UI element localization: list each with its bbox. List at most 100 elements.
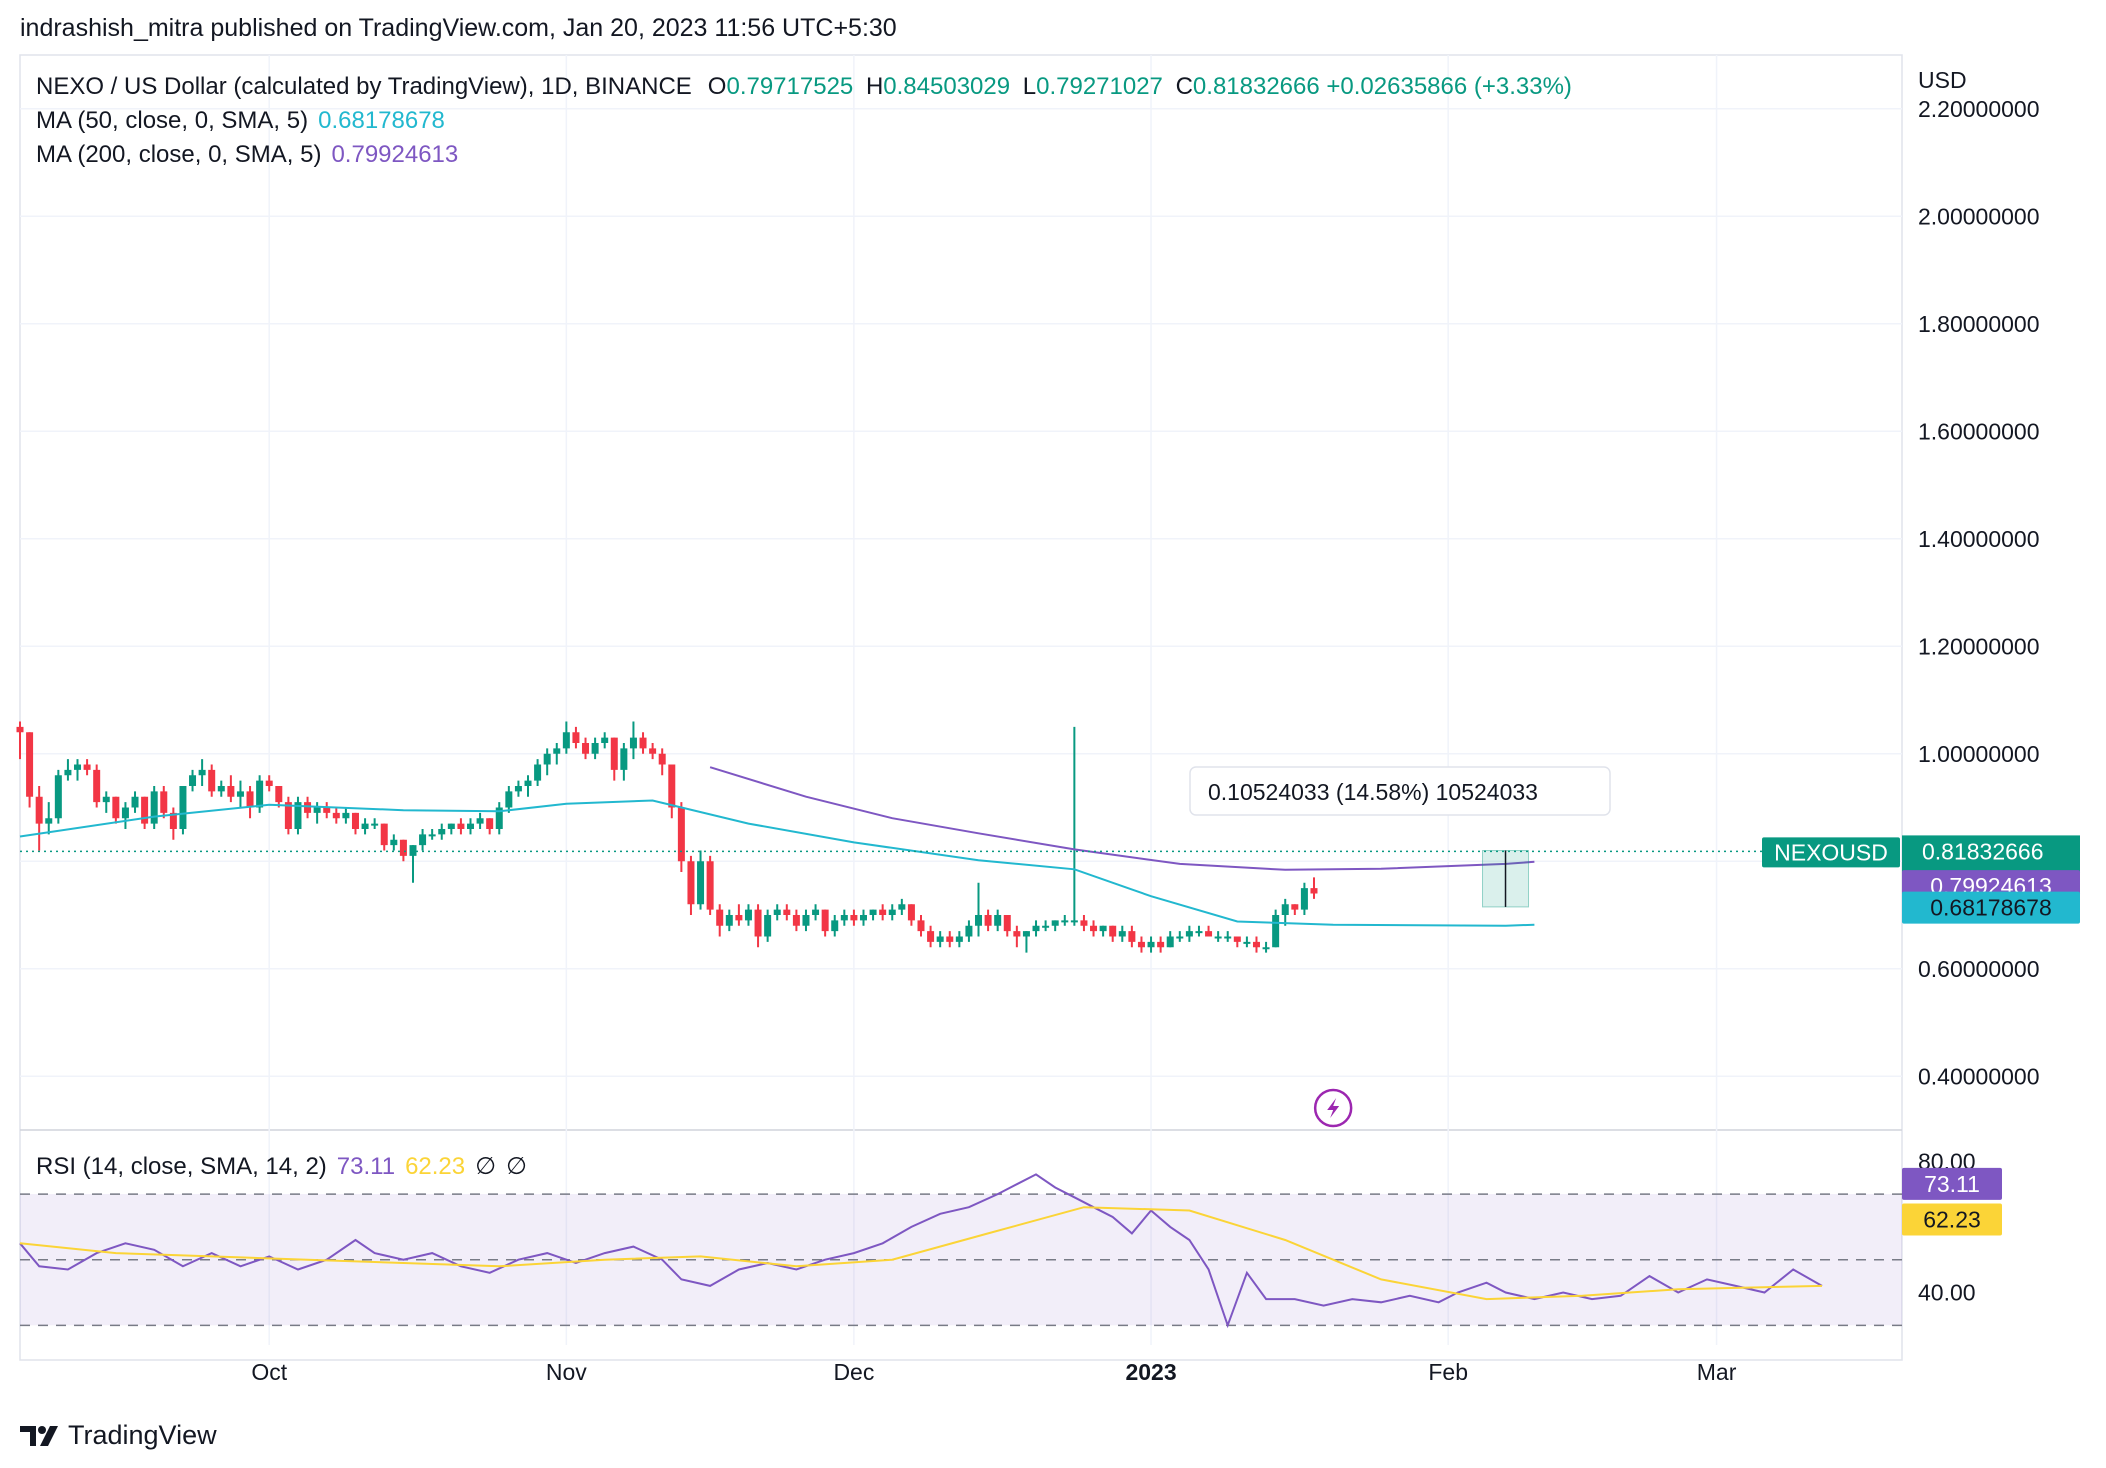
candle-body[interactable] (888, 909, 896, 915)
candle-body[interactable] (361, 823, 369, 829)
candle-body[interactable] (179, 786, 187, 829)
candle-body[interactable] (1281, 904, 1289, 915)
candle-body[interactable] (1061, 920, 1069, 923)
candle-body[interactable] (45, 818, 53, 824)
candle-body[interactable] (859, 915, 867, 921)
candle-body[interactable] (821, 909, 829, 932)
candle-body[interactable] (907, 904, 915, 921)
candle-body[interactable] (965, 925, 973, 937)
candle-body[interactable] (869, 909, 877, 915)
candle-body[interactable] (112, 796, 120, 819)
candle-body[interactable] (495, 807, 503, 830)
candle-body[interactable] (1262, 947, 1270, 950)
candle-body[interactable] (1032, 925, 1040, 932)
candle-body[interactable] (1080, 920, 1088, 926)
candle-body[interactable] (1214, 936, 1222, 939)
ma50-line[interactable] (19, 799, 1535, 927)
legend-symbol-row[interactable]: NEXO / US Dollar (calculated by TradingV… (36, 70, 1572, 104)
candle-body[interactable] (687, 861, 695, 905)
candle-body[interactable] (1003, 915, 1011, 932)
candle-body[interactable] (476, 818, 484, 824)
candle-body[interactable] (946, 936, 954, 942)
candle-body[interactable] (486, 818, 494, 829)
candle-body[interactable] (1128, 931, 1136, 942)
candle-body[interactable] (1090, 925, 1098, 932)
candle-body[interactable] (275, 786, 283, 803)
candle-body[interactable] (1272, 915, 1280, 948)
candle-body[interactable] (1224, 936, 1232, 939)
candle-body[interactable] (955, 936, 963, 942)
rsi-legend[interactable]: RSI (14, close, SMA, 14, 2) 73.11 62.23 … (36, 1152, 527, 1181)
candle-body[interactable] (725, 915, 733, 926)
candle-body[interactable] (1137, 941, 1145, 948)
candle-body[interactable] (332, 812, 340, 819)
candle-body[interactable] (256, 780, 264, 808)
candle-body[interactable] (1166, 936, 1174, 948)
candle-body[interactable] (534, 764, 542, 781)
candle-body[interactable] (716, 909, 724, 926)
candle-body[interactable] (160, 791, 168, 813)
candle-body[interactable] (121, 807, 129, 819)
candle-body[interactable] (131, 796, 139, 808)
candle-body[interactable] (917, 920, 925, 932)
candle-body[interactable] (1157, 941, 1165, 948)
candle-body[interactable] (879, 909, 887, 915)
candle-body[interactable] (351, 812, 359, 829)
candle-body[interactable] (697, 861, 705, 905)
candle-body[interactable] (265, 780, 273, 786)
candle-body[interactable] (1205, 931, 1213, 937)
candle-body[interactable] (1195, 931, 1203, 934)
candle-body[interactable] (1300, 888, 1308, 910)
candle-body[interactable] (313, 807, 321, 813)
candle-body[interactable] (649, 748, 657, 754)
candle-body[interactable] (572, 732, 580, 743)
candle-body[interactable] (304, 802, 312, 813)
candle-body[interactable] (428, 834, 436, 837)
candle-body[interactable] (562, 732, 570, 749)
candle-body[interactable] (16, 726, 24, 733)
rsi-sma-line[interactable] (19, 1206, 1823, 1301)
candle-body[interactable] (390, 839, 398, 846)
candle-body[interactable] (524, 780, 532, 786)
candle-body[interactable] (783, 909, 791, 915)
candle-body[interactable] (419, 834, 427, 846)
candle-body[interactable] (1099, 925, 1107, 932)
rsi-line[interactable] (19, 1173, 1823, 1329)
candle-body[interactable] (773, 909, 781, 915)
candle-body[interactable] (975, 915, 983, 926)
candle-body[interactable] (169, 812, 177, 829)
candle-body[interactable] (677, 807, 685, 862)
candle-body[interactable] (294, 802, 302, 829)
candle-body[interactable] (1051, 920, 1059, 926)
candle-body[interactable] (601, 737, 609, 743)
candle-body[interactable] (1013, 931, 1021, 937)
candle-body[interactable] (620, 748, 628, 770)
candle-body[interactable] (447, 823, 455, 829)
candle-body[interactable] (668, 764, 676, 808)
candle-body[interactable] (898, 904, 906, 910)
candle-body[interactable] (1291, 904, 1299, 910)
candle-body[interactable] (409, 845, 417, 856)
candle-body[interactable] (840, 915, 848, 921)
candle-body[interactable] (831, 920, 839, 932)
candle-body[interactable] (553, 748, 561, 754)
candle-body[interactable] (936, 936, 944, 942)
candle-body[interactable] (198, 769, 206, 776)
candle-body[interactable] (54, 775, 62, 819)
candle-body[interactable] (399, 839, 407, 856)
candle-body[interactable] (189, 775, 197, 786)
candle-body[interactable] (380, 823, 388, 846)
candle-body[interactable] (467, 823, 474, 829)
candle-body[interactable] (735, 915, 743, 921)
candle-body[interactable] (208, 769, 216, 792)
legend-ma200-row[interactable]: MA (200, close, 0, SMA, 5) 0.79924613 (36, 138, 1572, 172)
candle-body[interactable] (744, 909, 752, 921)
candle-body[interactable] (802, 915, 810, 926)
candle-body[interactable] (284, 802, 292, 829)
candle-body[interactable] (754, 909, 762, 937)
candle-body[interactable] (1042, 925, 1050, 928)
candle-body[interactable] (1185, 931, 1193, 937)
candle-body[interactable] (64, 769, 72, 776)
candle-body[interactable] (505, 791, 513, 808)
